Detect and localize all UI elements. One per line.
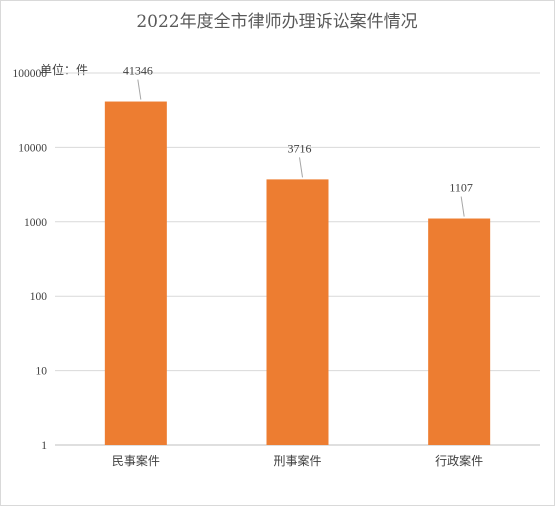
- category-label: 刑事案件: [273, 453, 321, 468]
- data-label-leader-line: [460, 196, 465, 217]
- data-label-leader-line: [299, 157, 303, 178]
- data-label: 41346: [123, 64, 153, 78]
- y-tick-label: 100: [30, 291, 48, 303]
- data-labels: 41346 3716 1107: [123, 64, 473, 217]
- y-tick-label: 1: [41, 440, 47, 452]
- y-tick-label: 1000: [24, 217, 47, 229]
- chart-title: 2022年度全市律师办理诉讼案件情况: [136, 12, 417, 32]
- y-axis-ticks: 1 10 100 1000 10000 100000: [13, 68, 48, 452]
- bar: [428, 218, 491, 445]
- bars: [104, 101, 491, 446]
- bar: [266, 179, 329, 446]
- x-axis-categories: 民事案件 刑事案件 行政案件: [112, 453, 483, 468]
- unit-label: 单位：件: [40, 62, 88, 77]
- y-tick-label: 10: [36, 366, 48, 378]
- category-label: 行政案件: [435, 453, 483, 468]
- y-tick-label: 10000: [18, 142, 47, 154]
- data-label: 1107: [449, 181, 473, 195]
- bar: [104, 101, 167, 445]
- y-tick-label: 100000: [13, 68, 48, 80]
- data-label-leader-line: [137, 79, 142, 100]
- category-label: 民事案件: [112, 453, 160, 468]
- data-label: 3716: [288, 141, 312, 155]
